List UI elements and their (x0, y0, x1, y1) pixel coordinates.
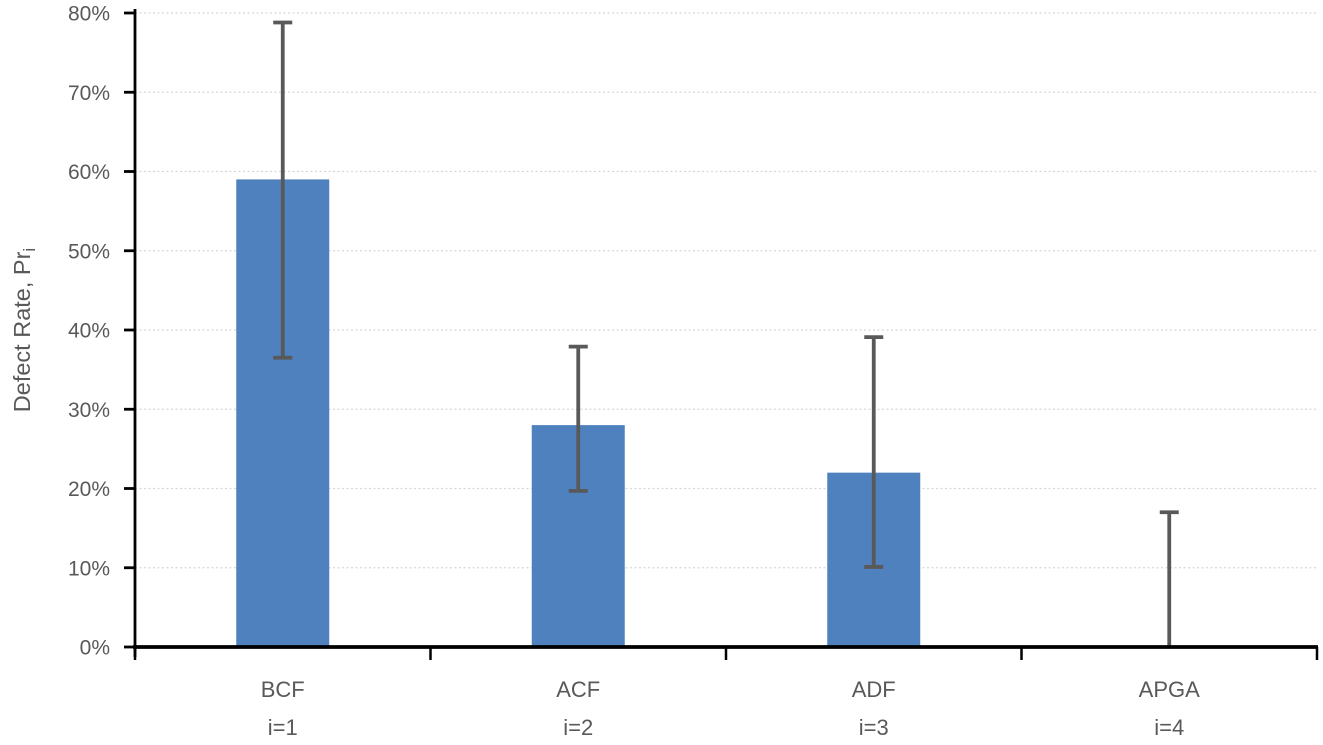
error-bar-acf (568, 344, 588, 493)
x-tick-sublabel-acf: i=2 (563, 715, 593, 740)
y-axis-title-main: Defect Rate, Pr (9, 251, 35, 412)
y-axis-title: Defect Rate, Pri (9, 248, 39, 412)
y-tick-label: 60% (68, 161, 110, 184)
y-tick-labels: 0% 10% 20% 30% 40% 50% 60% 70% 80% (68, 3, 110, 660)
x-tick-label-apga: APGA (1139, 677, 1200, 702)
y-tick-label: 20% (68, 478, 110, 501)
error-bar-adf (864, 335, 884, 569)
y-tick-label: 30% (68, 399, 110, 422)
x-tick-label-bcf: BCF (261, 677, 305, 702)
error-bar-apga (1159, 510, 1179, 647)
x-tick-sublabel-adf: i=3 (859, 715, 889, 740)
y-tick-label: 50% (68, 240, 110, 263)
y-tick-label: 80% (68, 3, 110, 26)
x-tick-sublabel-bcf: i=1 (268, 715, 298, 740)
y-tick-label: 10% (68, 557, 110, 580)
x-tick-label-adf: ADF (852, 677, 896, 702)
y-tick-label: 40% (68, 320, 110, 343)
y-axis-title-subscript: i (20, 248, 39, 252)
gridlines (135, 12, 1317, 569)
x-category-labels: BCF i=1 ACF i=2 ADF i=3 APGA i=4 (261, 677, 1200, 740)
error-bar-bcf (273, 20, 293, 360)
y-tick-label: 0% (80, 637, 110, 660)
x-tick-label-acf: ACF (556, 677, 600, 702)
y-tick-label: 70% (68, 82, 110, 105)
axes (124, 9, 1319, 660)
error-bars (273, 20, 1179, 647)
x-tick-sublabel-apga: i=4 (1154, 715, 1184, 740)
